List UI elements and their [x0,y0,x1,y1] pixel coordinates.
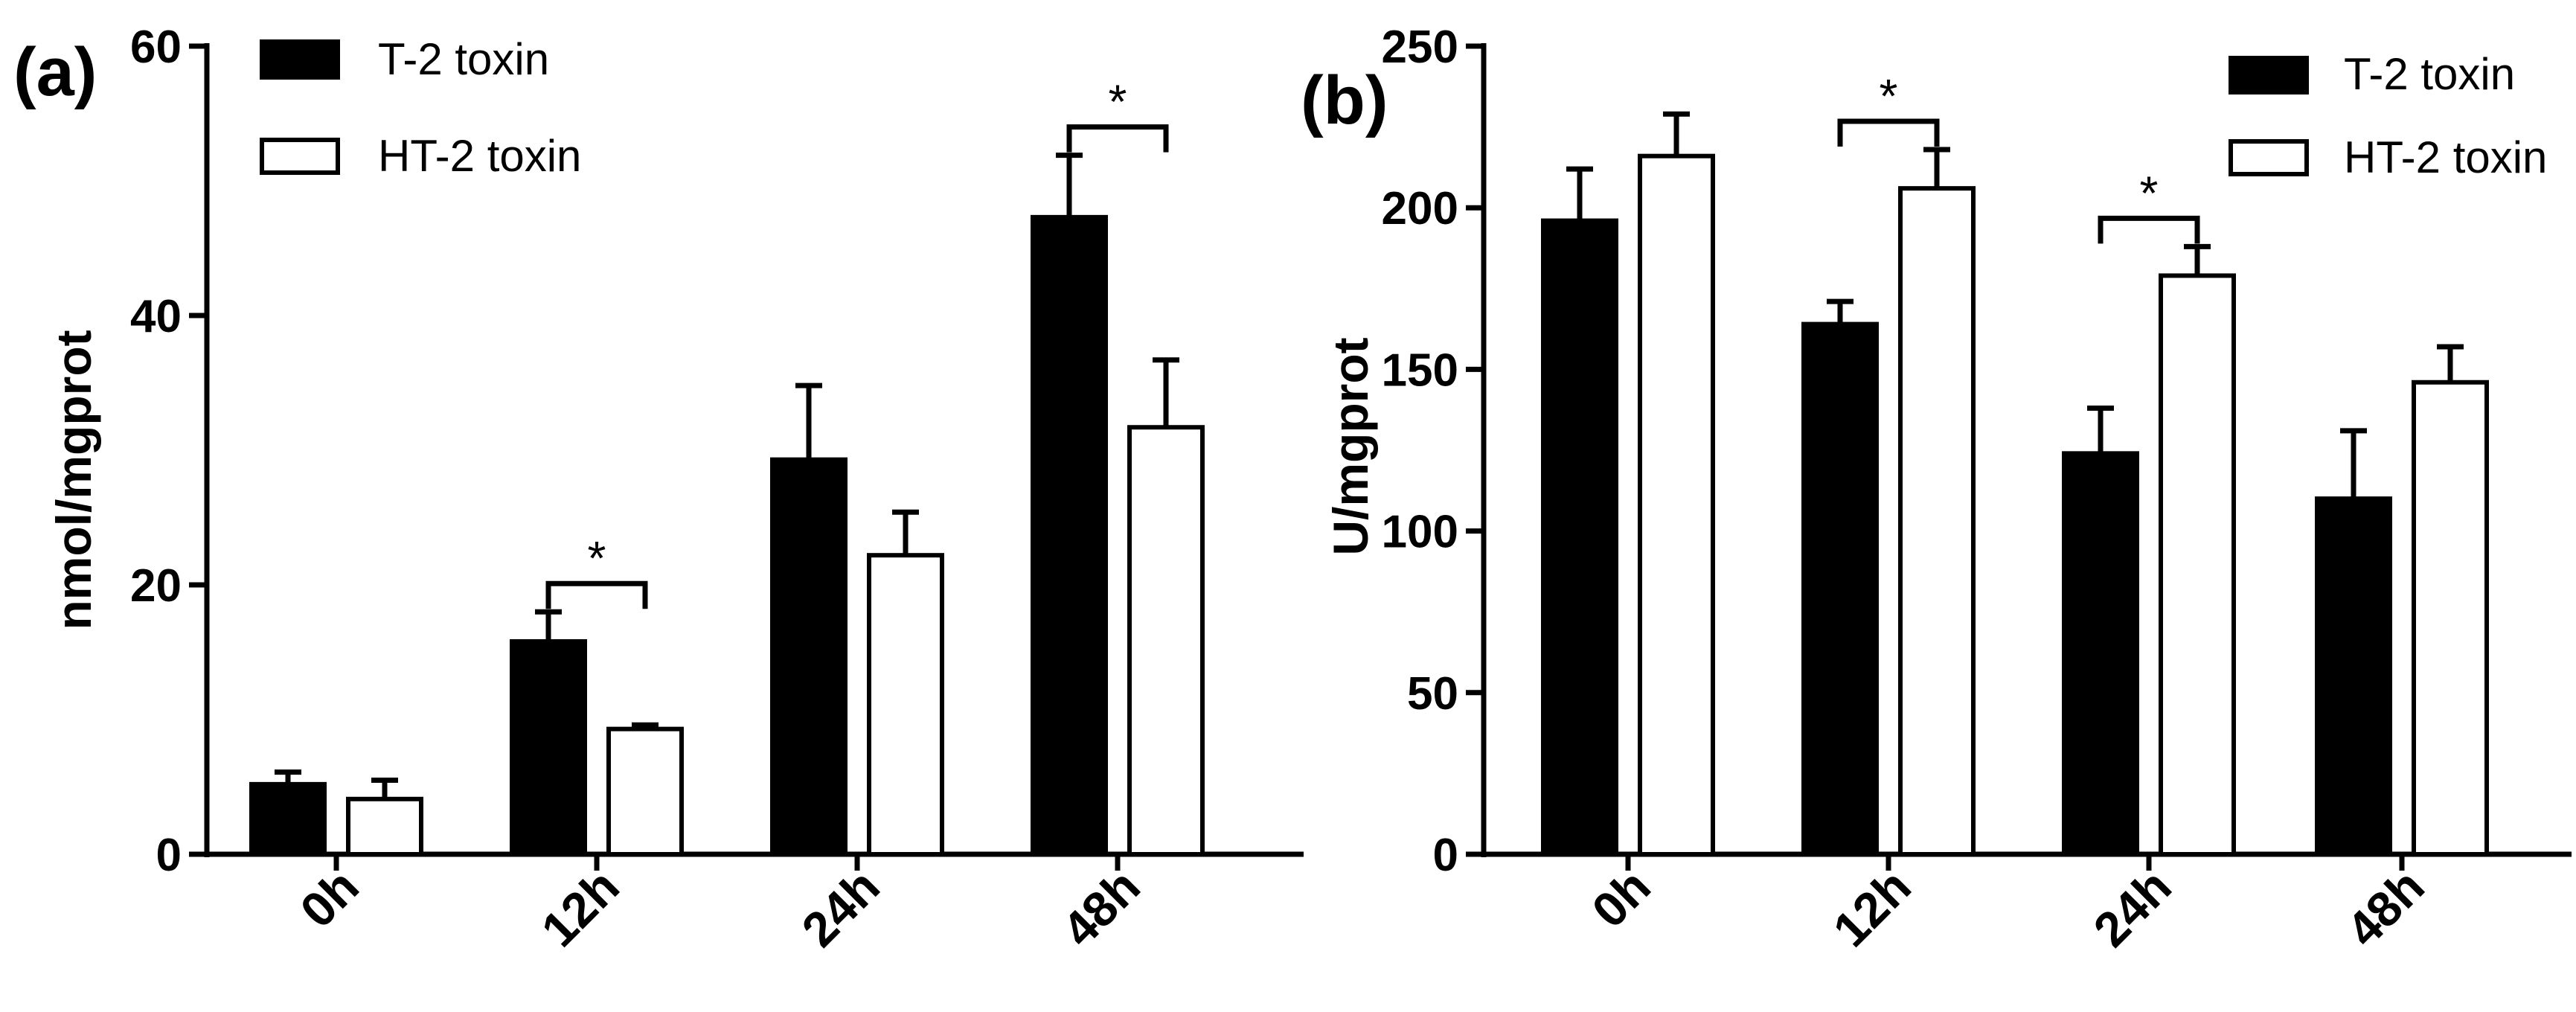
legend-a: T-2 toxin HT-2 toxin [260,34,581,181]
x-tick-label-b: 12h [1822,859,1921,958]
bar-ht2-24h-a [867,553,944,856]
y-tick-label-b: 50 [1407,668,1458,720]
legend-swatch-t2-b [2229,56,2309,95]
significance-star-a: * [1109,75,1127,129]
significance-bracket-b [2098,215,2200,244]
bar-t2-48h-a [1031,214,1108,856]
legend-label-ht2-b: HT-2 toxin [2344,132,2547,182]
bar-ht2-12h-a [606,726,684,856]
significance-bracket-b [1837,118,1940,147]
x-tick-label-b: 24h [2083,859,2182,958]
bar-t2-48h-b [2315,496,2392,856]
y-tick-label-a: 20 [130,560,182,612]
legend-label-ht2-a: HT-2 toxin [378,131,581,181]
significance-star-a: * [588,531,606,585]
panel-label-a: (a) [13,34,97,110]
bar-t2-12h-a [510,639,587,857]
legend-swatch-t2-a [260,39,340,80]
bar-ht2-48h-a [1127,425,1205,856]
y-tick-label-b: 0 [1433,830,1458,881]
y-tick-label-a: 0 [156,830,182,881]
x-tick-label-a: 12h [531,859,629,958]
chart-panel-a: (a) nmol/mgprot 0 20 40 60 0h 12h 24h 48h * * T-2… [13,22,1304,957]
legend-label-t2-a: T-2 toxin [378,34,549,84]
significance-star-b: * [1880,69,1898,123]
significance-star-b: * [2140,166,2159,220]
x-tick-label-a: 24h [791,859,890,958]
x-tick-label-a: 48h [1051,859,1150,958]
significance-bracket-a [1066,124,1169,153]
bar-ht2-24h-b [2159,273,2236,856]
y-tick-label-b: 150 [1382,345,1458,396]
bar-ht2-12h-b [1898,186,1976,857]
y-tick-label-b: 200 [1382,183,1458,234]
legend-swatch-ht2-a [260,138,340,175]
legend-label-t2-b: T-2 toxin [2344,49,2515,99]
bar-ht2-48h-b [2412,380,2489,856]
bar-ht2-0h-b [1638,153,1715,857]
y-axis-title-a: nmol/mgprot [46,330,101,630]
bar-t2-12h-b [1801,321,1879,857]
legend-b: T-2 toxin HT-2 toxin [2229,49,2547,182]
bar-ht2-0h-a [346,796,423,857]
bar-t2-24h-a [770,457,848,856]
bar-t2-0h-b [1541,218,1618,856]
bar-t2-0h-a [249,781,327,857]
y-tick-label-a: 60 [130,22,182,73]
y-tick-label-a: 40 [130,291,182,342]
bar-t2-24h-b [2062,451,2139,856]
x-tick-label-b: 0h [1581,859,1661,938]
x-tick-label-b: 48h [2336,859,2435,958]
significance-bracket-a [545,580,648,609]
chart-panel-b: (b) U/mgprot 0 50 100 150 200 250 0h 12h 24h 48h *… [1301,22,2572,957]
y-axis-title-b: U/mgprot [1323,337,1378,555]
plot-area-b: 0 50 100 150 200 250 0h 12h 24h 48h * * [1382,22,2572,957]
y-tick-label-b: 100 [1382,507,1458,558]
x-tick-label-a: 0h [289,859,369,938]
legend-swatch-ht2-b [2229,139,2309,176]
panel-label-b: (b) [1301,63,1388,138]
y-tick-label-b: 250 [1382,22,1458,73]
